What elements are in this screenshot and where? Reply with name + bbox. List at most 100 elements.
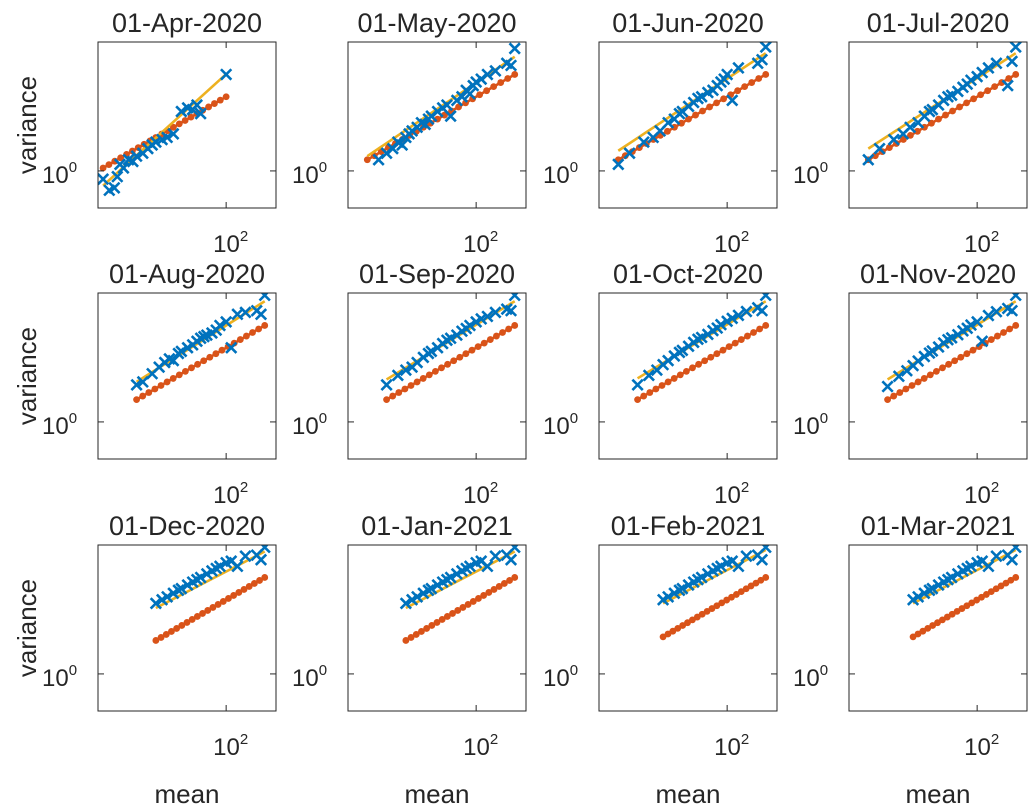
chart-9-plot-area [399, 545, 521, 644]
chart-9-poisson-point [428, 622, 436, 629]
chart-9-title: 01-Jan-2021 [361, 511, 513, 541]
chart-6-poisson-point [762, 322, 770, 329]
chart-0-data-point [220, 68, 233, 81]
chart-4-data-point [220, 315, 233, 328]
chart-6-poisson-point [695, 360, 702, 368]
chart-8-y-axis-label: variance [12, 579, 42, 677]
chart-5-poisson-point [474, 343, 482, 351]
chart-6-y-tick-exp: 0 [570, 410, 578, 427]
chart-5-poisson-point [395, 389, 403, 396]
chart-4-poisson-point [151, 385, 159, 393]
chart-10-x-axis-label: mean [655, 779, 720, 808]
chart-7-poisson-point [884, 396, 891, 403]
chart-7-poisson-point [890, 392, 898, 400]
chart-10-plot-area [656, 545, 772, 641]
chart-11-plot-area [906, 545, 1022, 641]
chart-8-poisson-point [219, 598, 227, 605]
chart-10-data-point [732, 560, 745, 573]
chart-6-poisson-point [707, 353, 715, 361]
chart-10-x-tick-base: 10 [714, 734, 741, 761]
chart-7-poisson-point [957, 353, 965, 361]
chart-5-poisson-point [480, 339, 488, 347]
chart-4-poisson-point [249, 329, 256, 336]
chart-4-data-point [130, 378, 143, 391]
chart-6-poisson-point [737, 336, 745, 343]
chart-0-poisson-point [181, 117, 189, 124]
chart-6-poisson-point [719, 346, 727, 354]
chart-3-y-tick-base: 10 [793, 162, 820, 189]
chart-9-x-tick-label: 102 [463, 731, 498, 761]
chart-0-poisson-point [99, 164, 107, 172]
chart-1-data-point [396, 138, 409, 152]
chart-7-poisson-point [1012, 322, 1020, 329]
chart-6-poisson-point [713, 350, 721, 358]
chart-1-data-point [489, 64, 502, 77]
chart-6-poisson-point [682, 367, 690, 375]
chart-9-poisson-point [475, 595, 482, 602]
chart-5-poisson-point [456, 353, 464, 361]
chart-4-axes-box [97, 292, 277, 460]
chart-9-poisson-point [506, 577, 513, 584]
chart-8-poisson-point [209, 604, 217, 611]
chart-0-poisson-point [169, 123, 177, 131]
chart-2-poisson-point [706, 103, 713, 111]
chart-4-data-point [225, 341, 238, 354]
chart-6-data-point [726, 312, 739, 325]
chart-10-y-tick-exp: 0 [570, 662, 578, 679]
chart-6-poisson-point [756, 325, 764, 333]
chart-2-x-tick-base: 10 [714, 231, 741, 258]
chart-0-axes-box [97, 41, 277, 209]
chart-6-poisson-point [652, 385, 660, 393]
chart-6-poisson-point [725, 343, 733, 351]
chart-6-poisson-point [744, 332, 751, 340]
chart-7-data-point [990, 305, 1003, 318]
chart-2-data-point [726, 94, 739, 107]
chart-8-data-point [239, 550, 252, 563]
chart-4-poisson-point [163, 378, 171, 386]
chart-5-poisson-point [431, 367, 439, 375]
chart-5-poisson-point [450, 357, 458, 365]
chart-9-data-point [489, 550, 502, 563]
chart-6-x-tick-exp: 2 [741, 479, 749, 496]
chart-11-x-tick-exp: 2 [991, 731, 999, 748]
chart-3-poisson-point [977, 91, 985, 99]
chart-9-data-point [504, 553, 518, 566]
chart-3-poisson-point [914, 127, 921, 135]
chart-1-poisson-point [504, 75, 512, 82]
chart-7-title: 01-Nov-2020 [860, 259, 1016, 289]
chart-5-data-point [444, 332, 457, 345]
chart-9-x-axis-label: mean [404, 779, 469, 808]
chart-3-x-tick-exp: 2 [991, 228, 999, 245]
chart-1-x-tick-label: 102 [463, 228, 498, 258]
chart-9-data-point [508, 545, 521, 554]
chart-7-axes-box [848, 292, 1028, 460]
chart-6-poisson-point [646, 389, 654, 396]
chart-10-fit-line [662, 548, 767, 605]
chart-6-data-point [676, 344, 689, 357]
chart-0-y-tick-label: 100 [42, 159, 77, 189]
chart-2-poisson-point [748, 79, 756, 86]
chart-7-poisson-point [939, 364, 946, 372]
chart-5-poisson-point [468, 346, 476, 354]
chart-11-data-point [990, 550, 1003, 563]
chart-9-poisson-point [407, 634, 415, 641]
chart-8-poisson-point [152, 637, 160, 644]
chart-3-x-tick-label: 102 [964, 228, 999, 258]
chart-2-data-point [721, 68, 734, 81]
chart-6-title: 01-Oct-2020 [613, 259, 763, 289]
chart-3-poisson-line [867, 73, 1017, 161]
chart-8-poisson-point [162, 631, 170, 638]
chart-3-data-point [873, 142, 886, 155]
chart-2-poisson-point [741, 83, 749, 91]
chart-7-data-point [1005, 304, 1019, 317]
chart-5-poisson-point [511, 322, 519, 329]
chart-0-poisson-point [216, 96, 224, 104]
chart-0-data-point [98, 173, 110, 186]
chart-7-poisson-point [902, 385, 910, 393]
chart-3-poisson-point [991, 83, 999, 91]
chart-9-y-tick-exp: 0 [319, 662, 327, 679]
chart-9-x-tick-exp: 2 [490, 731, 498, 748]
